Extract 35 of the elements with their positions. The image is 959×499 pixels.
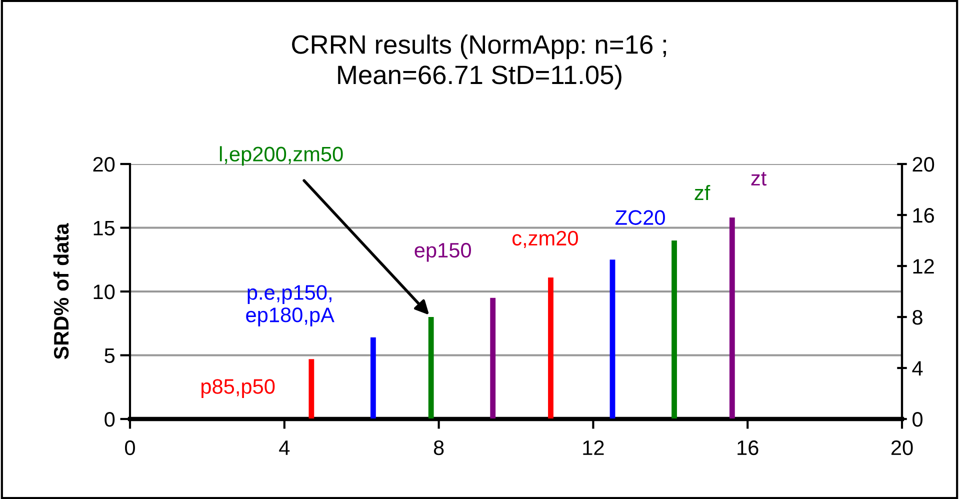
x-tick-label: 16 bbox=[738, 440, 758, 456]
y-tick-label: 10 bbox=[94, 284, 115, 300]
annotation: zt bbox=[751, 172, 766, 186]
annotation: c,zm20 bbox=[512, 230, 578, 248]
bar bbox=[610, 260, 616, 419]
bar bbox=[548, 277, 554, 419]
x-tick-label: 4 bbox=[279, 440, 290, 455]
y-axis-title: SRD% of data bbox=[53, 223, 69, 360]
annotation: l,ep200,zm50 bbox=[220, 146, 343, 166]
y2-tick-label: 20 bbox=[912, 157, 934, 172]
bar bbox=[428, 317, 434, 419]
bar bbox=[672, 240, 677, 419]
bar bbox=[308, 359, 314, 419]
y-tick-label: 0 bbox=[104, 412, 115, 427]
y2-tick-label: 8 bbox=[912, 310, 922, 325]
bar bbox=[490, 298, 496, 419]
annotation: p.e,p150, ep180,pA bbox=[246, 285, 334, 326]
x-tick-label: 12 bbox=[583, 440, 604, 455]
annotation: ZC20 bbox=[615, 210, 665, 225]
y2-tick-label: 4 bbox=[912, 361, 923, 376]
annotation: ep150 bbox=[414, 242, 471, 262]
y2-tick-label: 0 bbox=[912, 412, 922, 427]
x-tick-label: 20 bbox=[891, 440, 913, 456]
y2-tick-label: 12 bbox=[913, 259, 934, 274]
y-tick-label: 15 bbox=[94, 220, 115, 236]
x-tick-label: 0 bbox=[125, 440, 135, 456]
y2-tick-label: 16 bbox=[913, 208, 934, 223]
bar bbox=[729, 218, 735, 419]
annotation: zf bbox=[694, 184, 710, 200]
x-tick-label: 8 bbox=[434, 440, 444, 456]
annotation: p85,p50 bbox=[202, 379, 275, 398]
bar bbox=[370, 337, 376, 419]
y-tick-label: 20 bbox=[93, 157, 115, 172]
y-tick-label: 5 bbox=[104, 348, 115, 364]
chart-title: CRRN results (NormApp: n=16 ; Mean=66.71 StD=11.05) bbox=[292, 34, 666, 90]
